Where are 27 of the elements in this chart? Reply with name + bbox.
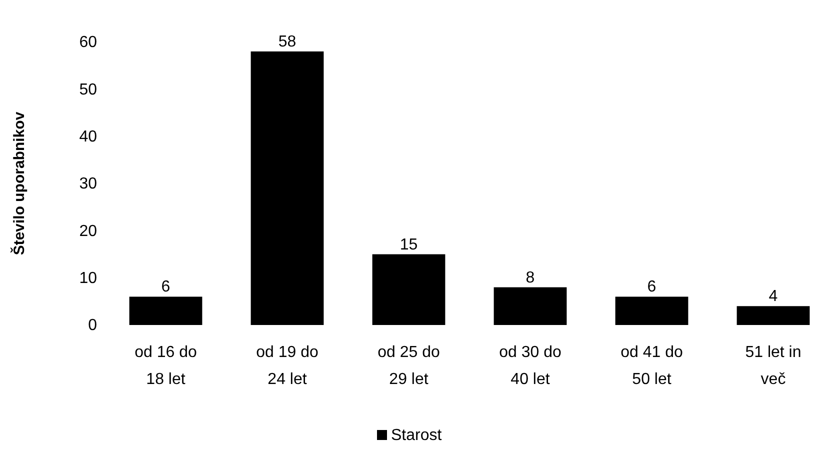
x-tick-label: od 25 do 29 let <box>378 344 440 388</box>
data-label: 8 <box>526 269 535 286</box>
data-label: 6 <box>647 278 656 296</box>
bar <box>372 254 446 325</box>
y-tick-label: 10 <box>79 270 98 287</box>
y-tick-label: 60 <box>79 34 98 52</box>
data-label: 58 <box>278 33 296 50</box>
x-tick-label: od 19 do 24 let <box>256 344 318 388</box>
bar <box>736 306 810 325</box>
data-label: 4 <box>768 288 778 306</box>
x-tick-label: 51 let in več <box>745 344 802 388</box>
y-tick-label: 0 <box>88 317 98 334</box>
y-tick-label: 50 <box>79 81 98 98</box>
y-axis-title: Število uporabnikov <box>10 111 28 256</box>
bar <box>615 296 688 325</box>
data-label: 6 <box>161 278 170 296</box>
bar <box>494 287 567 325</box>
x-tick-label: od 41 do 50 let <box>620 344 683 388</box>
legend-label: Starost <box>391 427 442 444</box>
x-tick-label: od 16 do 18 let <box>134 344 197 388</box>
x-tick-label: od 30 do 40 let <box>499 344 562 388</box>
y-tick-label: 20 <box>79 222 98 240</box>
bar <box>250 51 324 325</box>
y-tick-label: 40 <box>79 128 98 146</box>
bar <box>129 296 202 325</box>
y-tick-label: 30 <box>79 176 98 193</box>
data-label: 15 <box>400 236 418 254</box>
